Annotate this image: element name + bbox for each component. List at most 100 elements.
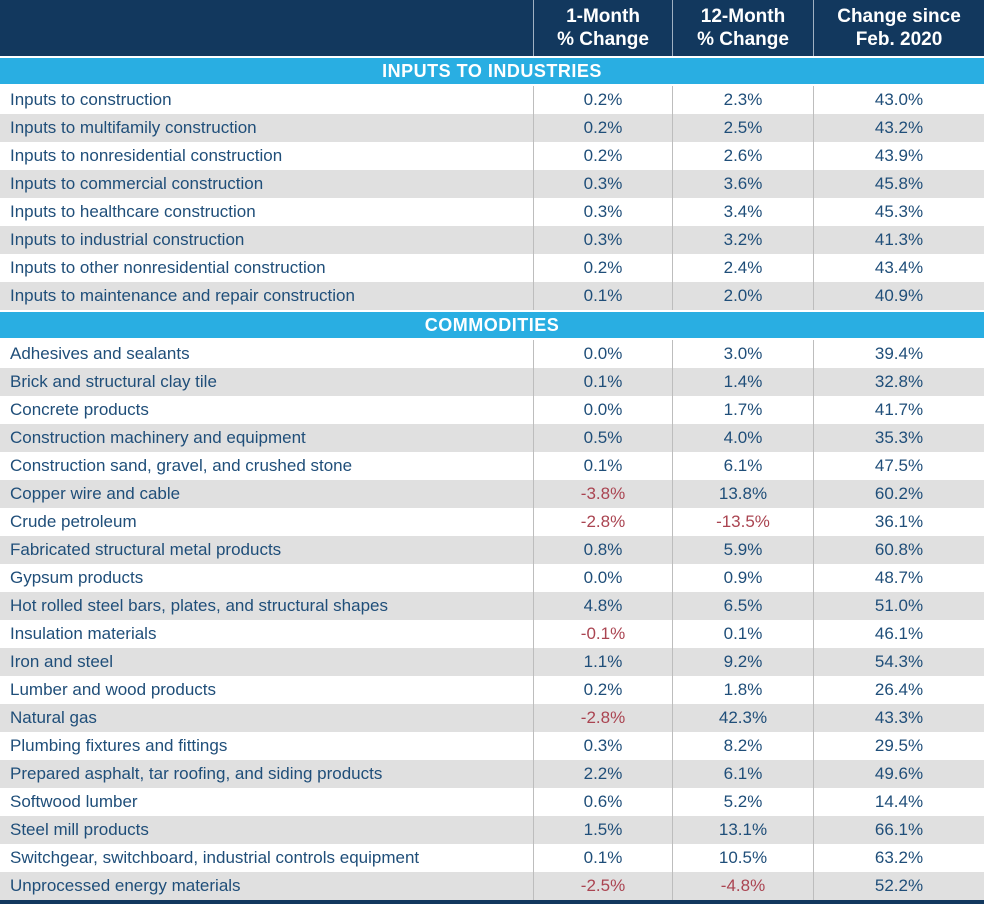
cell-1-month-change: 0.0% <box>533 564 672 592</box>
cell-change-since-feb-2020: 26.4% <box>813 676 984 704</box>
cell-change-since-feb-2020: 43.2% <box>813 114 984 142</box>
header-cell-1-month: 1-Month % Change <box>533 0 672 56</box>
table-row: Inputs to construction 0.2% 2.3% 43.0% <box>0 86 984 114</box>
cell-change-since-feb-2020: 43.3% <box>813 704 984 732</box>
header-line: Feb. 2020 <box>855 29 943 50</box>
cell-1-month-change: 4.8% <box>533 592 672 620</box>
table-row: Steel mill products 1.5% 13.1% 66.1% <box>0 816 984 844</box>
header-line: % Change <box>557 29 649 50</box>
table-row: Plumbing fixtures and fittings 0.3% 8.2% 29… <box>0 732 984 760</box>
cell-12-month-change: 3.0% <box>672 340 813 368</box>
cell-change-since-feb-2020: 35.3% <box>813 424 984 452</box>
row-divider <box>0 338 984 340</box>
section-header: INPUTS TO INDUSTRIES <box>0 58 984 84</box>
cell-12-month-change: 3.4% <box>672 198 813 226</box>
row-label: Inputs to other nonresidential construct… <box>10 258 326 277</box>
cell-12-month-change: 4.0% <box>672 424 813 452</box>
table-row: Switchgear, switchboard, industrial cont… <box>0 844 984 872</box>
cell-1-month-change: 0.2% <box>533 114 672 142</box>
cell-1-month-change: 0.2% <box>533 676 672 704</box>
table-row: Construction sand, gravel, and crushed s… <box>0 452 984 480</box>
cell-12-month-change: 13.8% <box>672 480 813 508</box>
cell-change-since-feb-2020: 41.7% <box>813 396 984 424</box>
cell-12-month-change: -4.8% <box>672 872 813 900</box>
row-label: Insulation materials <box>10 624 157 643</box>
cell-12-month-change: 13.1% <box>672 816 813 844</box>
cell-12-month-change: 2.3% <box>672 86 813 114</box>
cell-change-since-feb-2020: 43.0% <box>813 86 984 114</box>
cell-change-since-feb-2020: 29.5% <box>813 732 984 760</box>
cell-change-since-feb-2020: 47.5% <box>813 452 984 480</box>
row-divider <box>0 84 984 86</box>
cell-change-since-feb-2020: 60.8% <box>813 536 984 564</box>
table-row: Inputs to industrial construction 0.3% 3.2… <box>0 226 984 254</box>
header-cell-change-since: Change since Feb. 2020 <box>813 0 984 56</box>
cell-12-month-change: 1.4% <box>672 368 813 396</box>
row-label: Inputs to healthcare construction <box>10 202 256 221</box>
cell-12-month-change: 0.1% <box>672 620 813 648</box>
cell-1-month-change: -2.8% <box>533 704 672 732</box>
cell-change-since-feb-2020: 45.8% <box>813 170 984 198</box>
row-divider <box>0 310 984 312</box>
row-label: Plumbing fixtures and fittings <box>10 736 228 755</box>
cell-1-month-change: -3.8% <box>533 480 672 508</box>
cell-12-month-change: 1.8% <box>672 676 813 704</box>
cell-12-month-change: 10.5% <box>672 844 813 872</box>
cell-1-month-change: -2.8% <box>533 508 672 536</box>
cell-change-since-feb-2020: 54.3% <box>813 648 984 676</box>
table-row: Inputs to maintenance and repair constru… <box>0 282 984 310</box>
cell-1-month-change: 0.3% <box>533 170 672 198</box>
cell-12-month-change: 9.2% <box>672 648 813 676</box>
cell-12-month-change: 6.1% <box>672 452 813 480</box>
table-row: Inputs to commercial construction 0.3% 3.6… <box>0 170 984 198</box>
cell-12-month-change: 1.7% <box>672 396 813 424</box>
row-label: Hot rolled steel bars, plates, and struc… <box>10 596 388 615</box>
row-label: Steel mill products <box>10 820 149 839</box>
cell-1-month-change: 2.2% <box>533 760 672 788</box>
row-label: Inputs to multifamily construction <box>10 118 257 137</box>
cell-change-since-feb-2020: 36.1% <box>813 508 984 536</box>
cell-1-month-change: 0.5% <box>533 424 672 452</box>
cell-1-month-change: 0.1% <box>533 452 672 480</box>
cell-change-since-feb-2020: 43.4% <box>813 254 984 282</box>
cell-1-month-change: 0.2% <box>533 86 672 114</box>
row-label: Lumber and wood products <box>10 680 217 699</box>
cell-12-month-change: 6.1% <box>672 760 813 788</box>
cell-12-month-change: 5.9% <box>672 536 813 564</box>
header-line: Change since <box>837 5 961 27</box>
table-row: Prepared asphalt, tar roofing, and sidin… <box>0 760 984 788</box>
cell-change-since-feb-2020: 40.9% <box>813 282 984 310</box>
cell-change-since-feb-2020: 63.2% <box>813 844 984 872</box>
cell-change-since-feb-2020: 46.1% <box>813 620 984 648</box>
cell-12-month-change: 2.6% <box>672 142 813 170</box>
row-label: Construction sand, gravel, and crushed s… <box>10 456 353 475</box>
cell-change-since-feb-2020: 14.4% <box>813 788 984 816</box>
cell-12-month-change: 8.2% <box>672 732 813 760</box>
table-row: Softwood lumber 0.6% 5.2% 14.4% <box>0 788 984 816</box>
cell-12-month-change: 2.4% <box>672 254 813 282</box>
table-row: Inputs to healthcare construction 0.3% 3.4… <box>0 198 984 226</box>
cell-change-since-feb-2020: 43.9% <box>813 142 984 170</box>
cell-change-since-feb-2020: 48.7% <box>813 564 984 592</box>
row-label: Fabricated structural metal products <box>10 540 282 559</box>
row-label: Crude petroleum <box>10 512 137 531</box>
section-header: COMMODITIES <box>0 312 984 338</box>
row-label: Inputs to construction <box>10 90 172 109</box>
table-row: Inputs to other nonresidential construct… <box>0 254 984 282</box>
table-header-row: 1-Month % Change 12-Month % Change Chang… <box>0 0 984 56</box>
cell-change-since-feb-2020: 41.3% <box>813 226 984 254</box>
cell-12-month-change: 3.2% <box>672 226 813 254</box>
table-row: Copper wire and cable -3.8% 13.8% 60.2% <box>0 480 984 508</box>
cell-12-month-change: 6.5% <box>672 592 813 620</box>
row-label: Brick and structural clay tile <box>10 372 217 391</box>
cell-12-month-change: 2.5% <box>672 114 813 142</box>
cell-12-month-change: 0.9% <box>672 564 813 592</box>
cell-1-month-change: 0.2% <box>533 142 672 170</box>
row-label: Inputs to nonresidential construction <box>10 146 283 165</box>
cell-1-month-change: 0.3% <box>533 198 672 226</box>
row-label: Inputs to commercial construction <box>10 174 264 193</box>
table-row: Lumber and wood products 0.2% 1.8% 26.4% <box>0 676 984 704</box>
table-bottom-border <box>0 900 984 904</box>
cell-1-month-change: 1.5% <box>533 816 672 844</box>
